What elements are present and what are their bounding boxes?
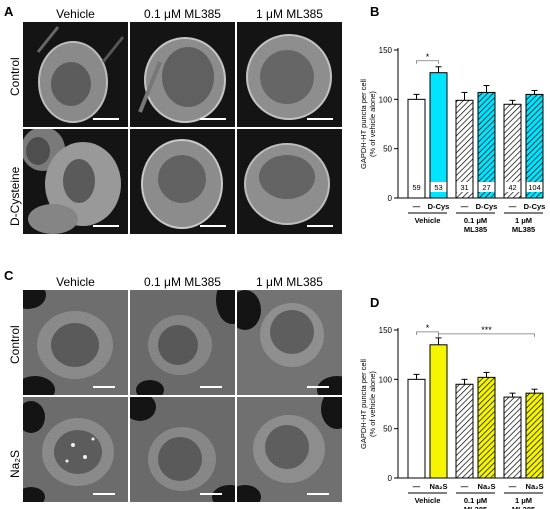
panel-a-col-ml385-high: 1 μM ML385 xyxy=(256,7,323,21)
micrograph-a-dcys-ml385-high xyxy=(237,129,342,234)
panel-c-row-na2s: Na₂S xyxy=(8,449,22,478)
scale-bar xyxy=(200,118,226,120)
bar-label: Na₂S xyxy=(526,482,544,491)
n-label: 42 xyxy=(508,183,516,192)
bar-label: Na₂S xyxy=(430,482,448,491)
scale-bar xyxy=(93,493,115,495)
group-label: ML385 xyxy=(512,505,535,509)
panel-a-row-dcysteine: D-Cysteine xyxy=(8,166,22,226)
chart-b: 0 50 100 150 GAPDH-HT puncta per cell(% of v… xyxy=(359,46,546,234)
n-label-bg xyxy=(478,182,495,192)
scale-bar xyxy=(200,386,222,388)
n-label-bg xyxy=(456,182,473,192)
bar xyxy=(525,392,544,479)
panel-a-row-control: Control xyxy=(8,57,22,96)
y-tick-label: 0 xyxy=(388,194,393,203)
micrograph-c-na2s-ml385-high xyxy=(237,397,342,502)
scale-bar xyxy=(93,118,119,120)
micrograph-a-control-vehicle xyxy=(23,22,128,127)
y-tick-label: 50 xyxy=(383,425,392,434)
y-axis-label: GAPDH-HT puncta per cell(% of vehicle al… xyxy=(359,359,377,449)
micrograph-a-control-ml385-high xyxy=(237,22,342,127)
bar-label: D-Cys xyxy=(428,202,450,211)
bar xyxy=(407,378,426,479)
significance-bracket xyxy=(416,331,439,335)
panel-letter-b: B xyxy=(370,4,380,19)
significance-label: *** xyxy=(481,325,492,335)
panel-a-col-vehicle: Vehicle xyxy=(56,7,95,21)
micrograph-a-dcys-vehicle xyxy=(23,129,128,234)
micrograph-c-control-ml385-low xyxy=(130,290,235,395)
panel-letter-c: C xyxy=(4,268,14,283)
y-tick-label: 150 xyxy=(379,46,393,55)
panel-letter-d: D xyxy=(370,295,380,310)
group-label: 1 μM xyxy=(515,216,532,225)
n-label: 27 xyxy=(482,183,490,192)
bar xyxy=(477,376,496,479)
y-tick-label: 50 xyxy=(383,145,392,154)
group-label: ML385 xyxy=(512,225,535,234)
bar-label: — xyxy=(461,202,469,211)
bar xyxy=(503,396,522,479)
n-label-bg xyxy=(430,182,447,192)
group-label: 0.1 μM xyxy=(464,216,487,225)
significance-bracket xyxy=(438,333,535,337)
bar-label: Na₂S xyxy=(478,482,496,491)
n-label-bg xyxy=(408,182,425,192)
micrograph-a-dcys-ml385-low xyxy=(130,129,235,234)
group-label: 1 μM xyxy=(515,496,532,505)
panel-c-row-control: Control xyxy=(8,325,22,364)
panel-c-col-vehicle: Vehicle xyxy=(56,275,95,289)
group-label: ML385 xyxy=(464,225,487,234)
micrograph-c-control-vehicle xyxy=(23,290,128,395)
bar xyxy=(429,344,448,479)
significance-label: * xyxy=(426,52,430,62)
scale-bar xyxy=(93,225,119,227)
bar-label: D-Cys xyxy=(476,202,498,211)
panel-a-col-ml385-low: 0.1 μM ML385 xyxy=(144,7,221,21)
scale-bar xyxy=(307,118,333,120)
y-tick-label: 100 xyxy=(379,375,393,384)
y-tick-label: 150 xyxy=(379,326,393,335)
bar-label: — xyxy=(509,482,517,491)
bar-label: — xyxy=(509,202,517,211)
significance-label: * xyxy=(426,323,430,333)
n-label-bg xyxy=(504,182,521,192)
chart-d: 0 50 100 150 GAPDH-HT puncta per cell(% of v… xyxy=(359,323,544,509)
group-label: 0.1 μM xyxy=(464,496,487,505)
y-tick-label: 0 xyxy=(388,474,393,483)
y-axis-label: GAPDH-HT puncta per cell(% of vehicle al… xyxy=(359,79,377,169)
scale-bar xyxy=(93,386,115,388)
bar xyxy=(429,72,448,199)
panel-c-col-ml385-low: 0.1 μM ML385 xyxy=(144,275,221,289)
scale-bar xyxy=(307,225,333,227)
n-label: 59 xyxy=(412,183,420,192)
bar-label: D-Cys xyxy=(524,202,546,211)
group-label: ML385 xyxy=(464,505,487,509)
scale-bar xyxy=(307,493,329,495)
micrograph-c-na2s-vehicle xyxy=(23,397,128,502)
micrograph-a-control-ml385-low xyxy=(130,22,235,127)
group-label: Vehicle xyxy=(415,496,441,505)
panel-letter-a: A xyxy=(4,4,14,19)
scale-bar xyxy=(307,386,329,388)
panel-c-col-ml385-high: 1 μM ML385 xyxy=(256,275,323,289)
scale-bar xyxy=(200,493,222,495)
n-label: 104 xyxy=(528,183,541,192)
bar-label: — xyxy=(461,482,469,491)
n-label: 53 xyxy=(434,183,442,192)
y-tick-label: 100 xyxy=(379,95,393,104)
scale-bar xyxy=(200,225,226,227)
micrograph-c-control-ml385-high xyxy=(237,290,342,395)
group-label: Vehicle xyxy=(415,216,441,225)
bar xyxy=(455,383,474,479)
bar-label: — xyxy=(413,202,421,211)
significance-bracket xyxy=(416,60,439,64)
n-label: 31 xyxy=(460,183,468,192)
micrograph-c-na2s-ml385-low xyxy=(130,397,235,502)
bar-label: — xyxy=(413,482,421,491)
n-label-bg xyxy=(526,182,543,192)
